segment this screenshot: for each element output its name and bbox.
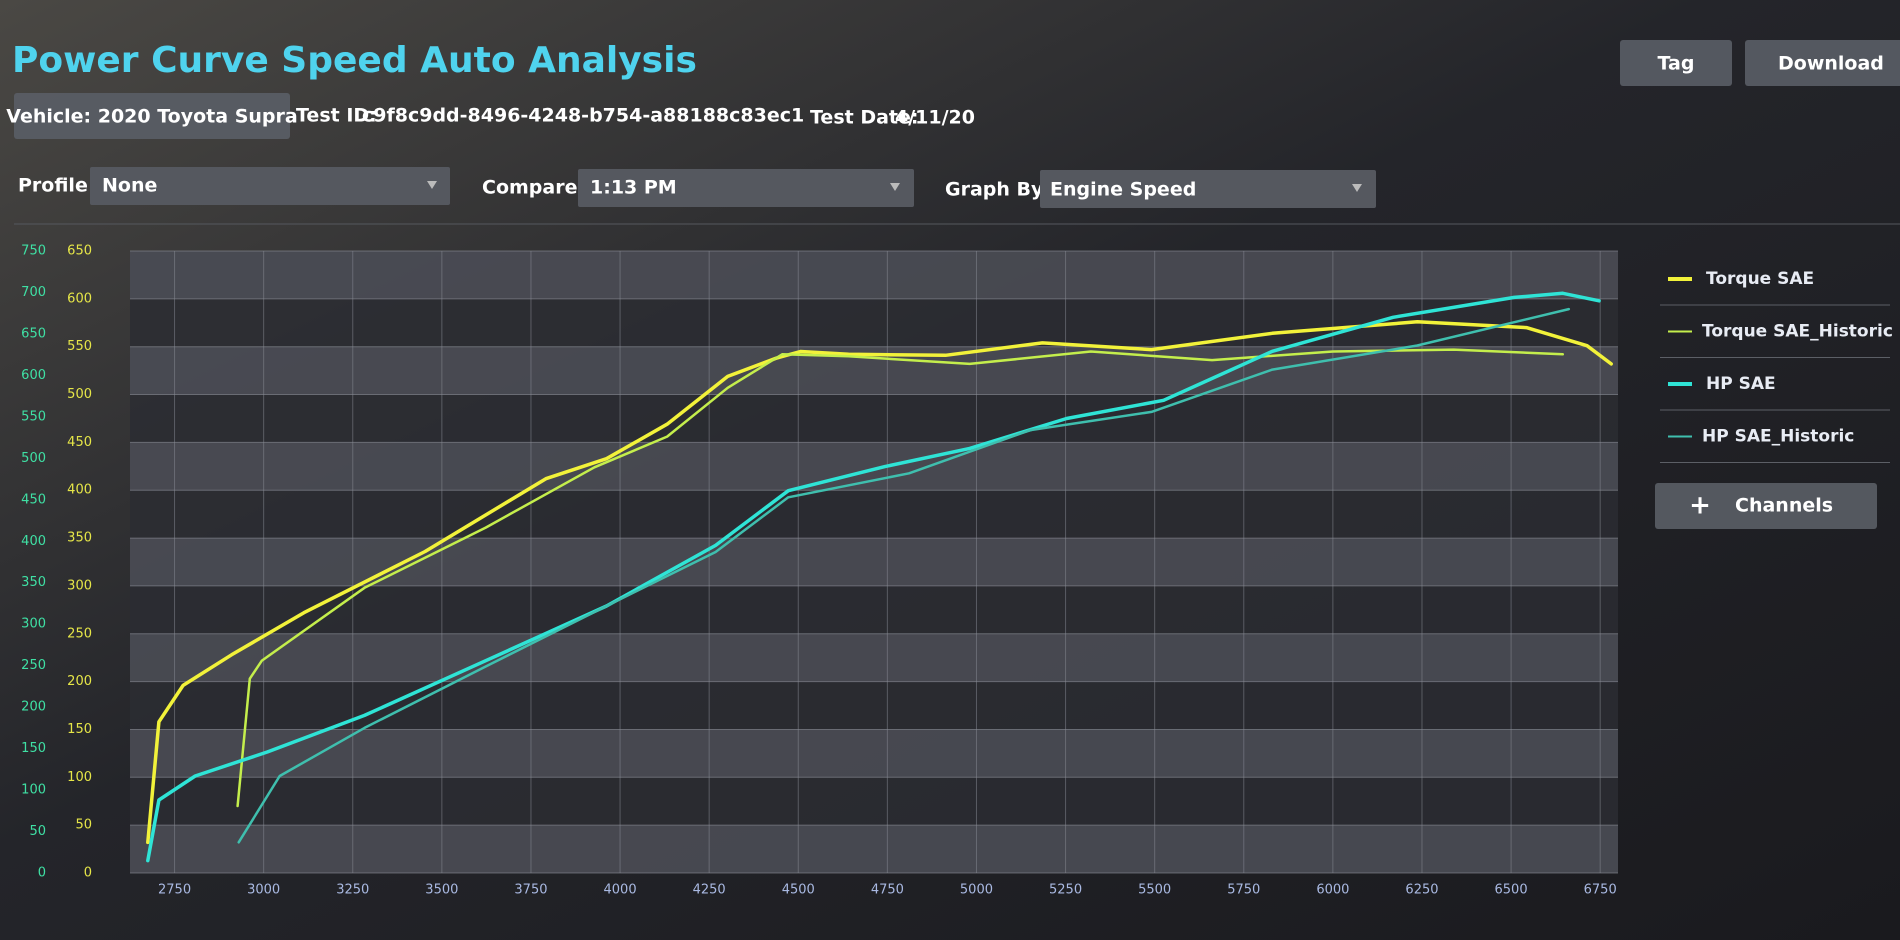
graph-by-value[interactable]: Engine Speed xyxy=(1050,179,1196,201)
y-tick-label: 650 xyxy=(21,326,46,341)
test-id-label: Test ID: xyxy=(296,105,377,127)
x-tick-label: 5250 xyxy=(1049,883,1082,898)
x-tick-label: 4000 xyxy=(604,883,637,898)
series-line xyxy=(237,307,1571,844)
dropdown-arrow xyxy=(1352,184,1362,192)
tag-button-label[interactable]: Tag xyxy=(1658,53,1695,75)
vehicle-label[interactable]: Vehicle: 2020 Toyota Supra xyxy=(6,106,297,128)
graph-by-select[interactable] xyxy=(1040,170,1376,208)
x-tick-label: 4250 xyxy=(693,883,726,898)
x-tick-label: 3500 xyxy=(425,883,458,898)
x-tick-label: 4500 xyxy=(782,883,815,898)
y-tick-label: 100 xyxy=(21,783,46,798)
y-tick-label: 450 xyxy=(21,492,46,507)
y2-tick-label: 600 xyxy=(67,291,92,306)
x-tick-label: 6750 xyxy=(1584,883,1617,898)
y2-tick-label: 100 xyxy=(67,770,92,785)
page-title: Power Curve Speed Auto Analysis xyxy=(12,40,697,81)
download-button-label[interactable]: Download xyxy=(1778,53,1884,75)
test-id: c9f8c9dd-8496-4248-b754-a88188c83ec1 xyxy=(362,105,804,127)
grid-band xyxy=(130,251,1618,299)
series-line xyxy=(146,291,1601,863)
x-tick-label: 3250 xyxy=(336,883,369,898)
y2-tick-label: 50 xyxy=(75,818,92,833)
tag-button[interactable] xyxy=(1620,40,1732,86)
profile-select[interactable] xyxy=(90,167,450,205)
x-tick-label: 2750 xyxy=(158,883,191,898)
y-tick-label: 700 xyxy=(21,285,46,300)
grid-band xyxy=(130,442,1618,491)
x-tick-label: 5500 xyxy=(1138,883,1171,898)
x-tick-label: 6250 xyxy=(1405,883,1438,898)
dropdown-arrow xyxy=(890,183,900,191)
download-button[interactable] xyxy=(1745,40,1900,86)
profile-label: Profile xyxy=(18,175,88,197)
y-tick-label: 600 xyxy=(21,368,46,383)
legend-label: HP SAE_Historic xyxy=(1702,427,1854,447)
test-date: 4/11/20 xyxy=(895,107,975,129)
vehicle-button[interactable] xyxy=(14,93,290,139)
y2-tick-label: 150 xyxy=(67,722,92,737)
y-tick-label: 250 xyxy=(21,658,46,673)
legend-label: Torque SAE_Historic xyxy=(1702,322,1893,342)
x-tick-label: 5000 xyxy=(960,883,993,898)
profile-value[interactable]: None xyxy=(102,175,157,197)
y2-tick-label: 300 xyxy=(67,578,92,593)
legend-label: Torque SAE xyxy=(1706,269,1814,289)
channels-button[interactable] xyxy=(1655,483,1877,529)
x-tick-label: 6000 xyxy=(1316,883,1349,898)
chart: 0501001502002503003504004505005506006507… xyxy=(21,244,1893,898)
plus-icon[interactable]: + xyxy=(1689,491,1711,521)
y2-tick-label: 650 xyxy=(67,244,92,259)
y2-tick-label: 450 xyxy=(67,435,92,450)
y2-tick-label: 0 xyxy=(84,866,92,881)
y2-tick-label: 350 xyxy=(67,531,92,546)
x-tick-label: 3000 xyxy=(247,883,280,898)
y2-tick-label: 200 xyxy=(67,674,92,689)
y-tick-label: 200 xyxy=(21,700,46,715)
compare-label: Compare xyxy=(482,177,577,199)
y-tick-label: 500 xyxy=(21,451,46,466)
y2-tick-label: 250 xyxy=(67,626,92,641)
channels-button-label[interactable]: Channels xyxy=(1735,495,1833,517)
y2-tick-label: 400 xyxy=(67,483,92,498)
test-date-label: Test Date: xyxy=(810,107,919,129)
graph-by-label: Graph By xyxy=(945,179,1044,201)
y2-tick-label: 550 xyxy=(67,339,92,354)
x-tick-label: 6500 xyxy=(1495,883,1528,898)
compare-select[interactable] xyxy=(578,169,914,207)
y-tick-label: 50 xyxy=(29,824,46,839)
legend-label: HP SAE xyxy=(1706,374,1776,394)
grid-band xyxy=(130,633,1618,682)
grid-band xyxy=(130,825,1618,873)
y-tick-label: 550 xyxy=(21,409,46,424)
y-tick-label: 0 xyxy=(38,866,46,881)
compare-value[interactable]: 1:13 PM xyxy=(590,177,677,199)
dropdown-arrow xyxy=(427,181,437,189)
series-line xyxy=(236,348,1565,808)
y-tick-label: 300 xyxy=(21,617,46,632)
x-tick-label: 5750 xyxy=(1227,883,1260,898)
y-tick-label: 150 xyxy=(21,741,46,756)
grid-band xyxy=(130,538,1618,586)
y-tick-label: 350 xyxy=(21,575,46,590)
y-tick-label: 400 xyxy=(21,534,46,549)
x-tick-label: 3750 xyxy=(514,883,547,898)
y2-tick-label: 500 xyxy=(67,387,92,402)
x-tick-label: 4750 xyxy=(871,883,904,898)
y-tick-label: 750 xyxy=(21,244,46,259)
grid-band xyxy=(130,729,1618,778)
